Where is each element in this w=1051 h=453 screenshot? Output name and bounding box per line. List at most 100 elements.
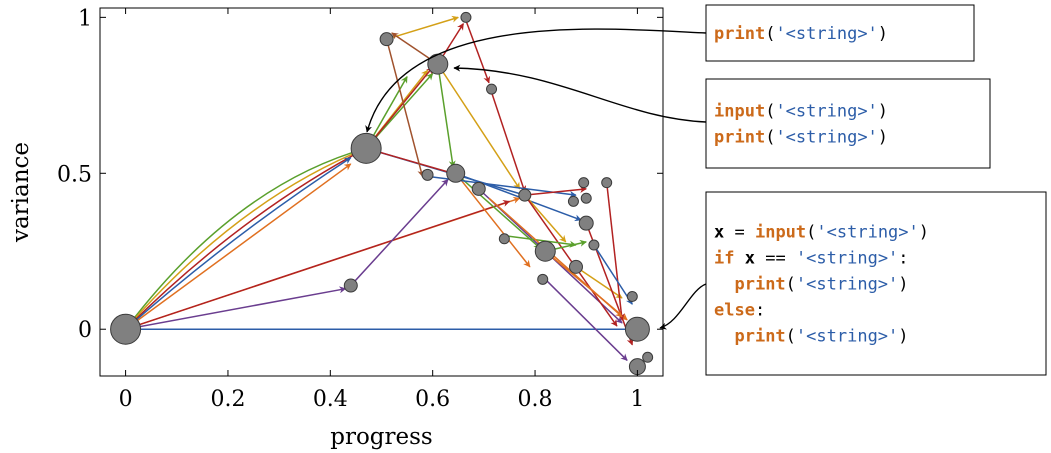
- axis-ticks: 0 0.2 0.4 0.6 0.8 1 0 0.5 1: [57, 6, 663, 412]
- transition-arrow: [455, 172, 531, 268]
- code-token: (: [786, 275, 796, 295]
- x-axis-title: progress: [330, 424, 433, 450]
- state-point: [624, 316, 650, 342]
- transition-arrow: [593, 244, 633, 305]
- transition-arrow: [465, 20, 491, 84]
- transition-arrow: [125, 286, 347, 330]
- state-point: [343, 278, 358, 293]
- transition-arrow: [524, 194, 567, 243]
- state-point: [626, 290, 638, 302]
- code-token: x: [745, 249, 755, 269]
- state-point: [588, 239, 600, 251]
- x-tick-label: 0.6: [415, 387, 450, 412]
- code-token: ): [878, 128, 888, 148]
- code-token: (: [765, 128, 775, 148]
- code-token: (: [786, 327, 796, 347]
- transition-arrow: [125, 147, 367, 330]
- state-point: [601, 177, 613, 189]
- code-line: print('<string>'): [714, 327, 909, 347]
- transition-arrow: [575, 266, 623, 299]
- code-token: ==: [755, 249, 796, 269]
- state-point: [471, 181, 486, 196]
- transition-arrow: [524, 194, 618, 327]
- callout-box: [705, 191, 1047, 376]
- callout-arrows: [365, 28, 707, 330]
- x-tick-label: 0.4: [313, 387, 348, 412]
- transition-arrow: [544, 278, 628, 361]
- code-token: input: [755, 223, 806, 243]
- code-line: print('<string>'): [714, 24, 888, 44]
- transition-arrow: [350, 179, 449, 287]
- state-point: [518, 188, 532, 202]
- transition-arrow: [488, 197, 623, 318]
- transition-arrow: [504, 234, 577, 248]
- state-points: [110, 11, 654, 376]
- code-token: '<string>': [796, 275, 898, 295]
- x-tick-label: 0: [119, 387, 133, 412]
- code-token: else: [714, 301, 755, 321]
- y-axis-title: variance: [8, 142, 34, 243]
- transition-arrow: [124, 146, 367, 330]
- code-callout: x = input('<string>')if x == '<string>':…: [705, 191, 1047, 376]
- x-tick-label: 0.2: [210, 387, 245, 412]
- code-token: [714, 327, 734, 347]
- code-token: :: [755, 301, 765, 321]
- code-line: if x == '<string>':: [714, 249, 909, 269]
- state-point: [110, 313, 142, 345]
- transition-arrow: [455, 172, 541, 249]
- callout-box: [705, 78, 991, 169]
- callout-connector: [659, 283, 707, 330]
- state-point: [421, 168, 434, 181]
- code-token: print: [714, 128, 765, 148]
- callout-connector: [365, 28, 707, 133]
- state-point: [486, 83, 498, 95]
- code-line: input('<string>'): [714, 102, 888, 122]
- code-token: '<string>': [796, 327, 898, 347]
- transition-arrow: [455, 172, 582, 222]
- code-token: (: [765, 102, 775, 122]
- code-token: ): [898, 275, 908, 295]
- callout-connector: [453, 64, 707, 123]
- state-point: [498, 233, 510, 245]
- code-line: print('<string>'): [714, 275, 909, 295]
- code-token: =: [724, 223, 755, 243]
- state-point: [350, 132, 382, 164]
- state-point: [580, 192, 592, 204]
- transition-arrow: [605, 182, 625, 321]
- code-callouts: print('<string>')input('<string>')print(…: [705, 4, 1047, 376]
- plot-frame: [99, 7, 664, 377]
- code-token: (: [806, 223, 816, 243]
- code-token: '<string>': [775, 128, 877, 148]
- state-point: [568, 259, 583, 274]
- y-tick-label: 0: [78, 318, 92, 343]
- state-point: [567, 195, 579, 207]
- code-token: :: [898, 249, 908, 269]
- code-token: print: [734, 327, 785, 347]
- state-point: [460, 11, 472, 23]
- code-line: print('<string>'): [714, 128, 888, 148]
- code-token: '<string>': [816, 223, 918, 243]
- state-point: [578, 215, 594, 231]
- transition-arrow: [385, 38, 425, 178]
- code-token: ): [898, 327, 908, 347]
- code-token: '<string>': [775, 102, 877, 122]
- code-token: print: [734, 275, 785, 295]
- x-tick-label: 0.8: [518, 387, 553, 412]
- code-token: [734, 249, 744, 269]
- transition-arrow: [437, 64, 456, 168]
- code-token: if: [714, 249, 734, 269]
- y-tick-label: 1: [78, 6, 92, 31]
- code-line: x = input('<string>'): [714, 223, 929, 243]
- code-token: (: [765, 24, 775, 44]
- code-token: input: [714, 102, 765, 122]
- state-point: [578, 177, 590, 189]
- transition-arrow: [125, 200, 511, 330]
- code-line: else:: [714, 301, 765, 321]
- transition-arrow: [125, 147, 367, 330]
- state-point: [446, 163, 466, 183]
- code-token: '<string>': [796, 249, 898, 269]
- code-token: '<string>': [775, 24, 877, 44]
- state-point: [537, 273, 549, 285]
- state-point: [642, 351, 654, 363]
